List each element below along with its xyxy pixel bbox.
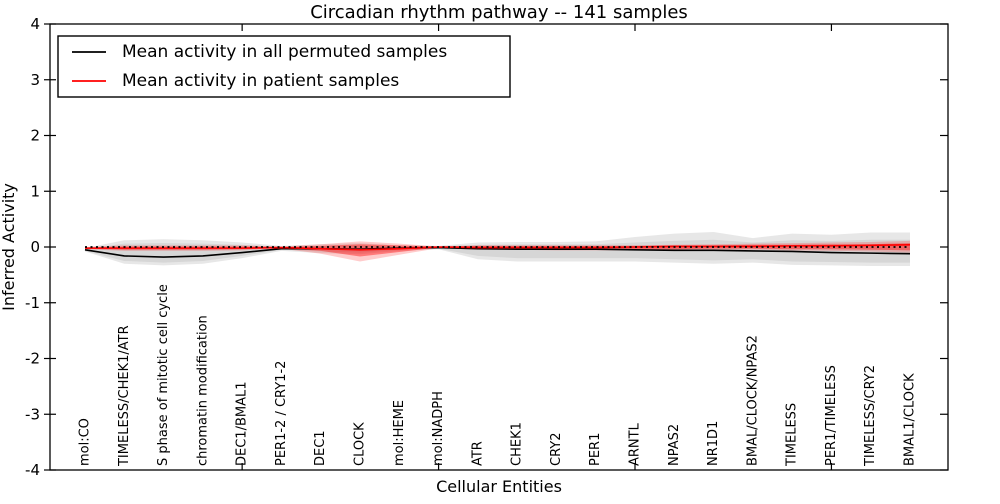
chart-title: Circadian rhythm pathway -- 141 samples [310, 2, 688, 23]
category-label: PER1/TIMELESS [824, 365, 839, 466]
category-label: DEC1/BMAL1 [235, 382, 250, 467]
legend: Mean activity in all permuted samples Me… [57, 35, 511, 98]
legend-label-permuted: Mean activity in all permuted samples [122, 42, 447, 62]
category-label: TIMELESS [785, 403, 800, 467]
y-tick-label: 1 [30, 182, 40, 200]
y-tick-label: -2 [25, 350, 40, 368]
category-label: mol:CO [78, 418, 93, 466]
category-label: S phase of mitotic cell cycle [156, 284, 171, 466]
legend-label-patient: Mean activity in patient samples [122, 71, 399, 91]
y-tick-label: -4 [25, 461, 40, 479]
category-label: NPAS2 [667, 424, 682, 466]
category-label: DEC1 [313, 430, 328, 466]
category-label: mol:HEME [392, 400, 407, 466]
category-label: mol:NADPH [431, 391, 446, 466]
category-label: NR1D1 [706, 421, 721, 466]
category-label: CRY2 [549, 433, 564, 467]
y-tick-label: 0 [30, 238, 40, 256]
category-label: CLOCK [353, 422, 368, 466]
y-tick-label: -3 [25, 405, 40, 423]
x-axis-label: Cellular Entities [436, 477, 562, 496]
category-label: PER1 [588, 433, 603, 466]
category-label: BMAL1/CLOCK [903, 373, 918, 466]
category-label: TIMELESS/CHEK1/ATR [117, 325, 132, 467]
plot-frame [49, 23, 949, 471]
y-tick-label: 2 [30, 127, 40, 145]
category-label: PER1-2 / CRY1-2 [274, 361, 289, 466]
category-label: BMAL/CLOCK/NPAS2 [745, 335, 760, 466]
category-label: ARNTL [628, 422, 643, 466]
confidence-band-permuted-range-inner [85, 239, 910, 263]
legend-box [57, 35, 511, 98]
series-line-mean-activity-in-all-permuted-samples [84, 246, 911, 258]
y-tick-label: -1 [25, 294, 40, 312]
category-label: ATR [470, 441, 485, 466]
y-axis-label: Inferred Activity [0, 183, 18, 311]
category-label: chromatin modification [195, 315, 210, 466]
y-tick-label: 4 [30, 15, 40, 33]
y-tick-label: 3 [30, 71, 40, 89]
plot-area: 4 3 2 1 0 -1 -2 -3 -4 mol:CO TIMELESS/CHEK1/ATR S p… [25, 15, 948, 479]
category-label: CHEK1 [510, 422, 525, 466]
category-label: TIMELESS/CRY2 [863, 365, 878, 467]
